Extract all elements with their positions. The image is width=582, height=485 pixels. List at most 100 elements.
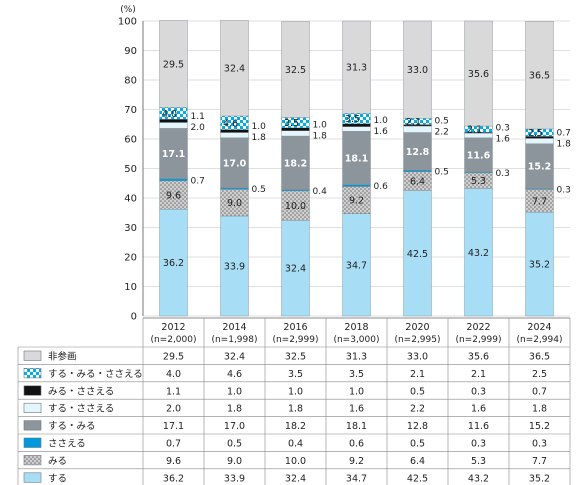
data-label: 0.5 [435, 116, 449, 126]
category-label: 2018 [344, 322, 368, 333]
data-label: 0.5 [435, 168, 449, 178]
data-label: 17.1 [162, 149, 185, 160]
table-cell: 0.3 [532, 439, 547, 450]
legend-swatch [23, 385, 42, 396]
table-cell: 31.3 [346, 352, 367, 363]
y-tick-label: 40 [124, 194, 137, 205]
legend-label: みる・ささえる [48, 386, 114, 397]
bar-segment [342, 20, 371, 114]
table-cell: 11.6 [468, 421, 489, 432]
data-label: 0.3 [496, 169, 510, 179]
sample-size-label: (n=2,994) [516, 335, 562, 345]
table-cell: 35.6 [468, 352, 489, 363]
bar-segment [525, 21, 554, 130]
table-cell: 7.7 [532, 456, 547, 467]
data-label: 9.2 [349, 196, 364, 207]
data-label: 1.6 [496, 135, 511, 145]
bar-segment [220, 20, 249, 117]
bar-segment [281, 130, 310, 137]
table-cell: 0.6 [349, 439, 364, 450]
legend-swatch [23, 455, 42, 466]
legend-swatch [23, 402, 42, 414]
legend-label: する・みる [48, 421, 96, 432]
bar-segment [342, 131, 371, 185]
bar-segment [403, 20, 432, 119]
category-label: 2020 [405, 322, 429, 333]
legend-label: ささえる [48, 439, 86, 450]
data-label: 5.3 [471, 176, 486, 187]
table-cell: 0.4 [288, 439, 303, 450]
y-tick-label: 50 [124, 164, 137, 175]
data-label: 0.3 [496, 124, 510, 134]
table-cell: 4.6 [227, 369, 242, 380]
legend-swatch [23, 368, 42, 379]
sample-size-label: (n=2,999) [272, 335, 318, 345]
bar-segment [281, 220, 310, 317]
table-cell: 9.6 [166, 456, 181, 467]
table-cell: 1.1 [166, 386, 181, 397]
table-cell: 2.1 [471, 369, 486, 380]
y-tick-label: 100 [118, 17, 137, 28]
bar-segment [220, 129, 249, 133]
legend-swatch [23, 420, 42, 431]
table-cell: 0.3 [471, 439, 486, 450]
data-label: 0.6 [374, 182, 389, 192]
table-cell: 33.0 [407, 352, 428, 363]
bar-segment [220, 215, 249, 317]
data-label: 9.0 [227, 198, 242, 209]
y-tick-label: 20 [124, 253, 137, 264]
table-cell: 1.8 [227, 404, 242, 415]
table-cell: 2.5 [532, 369, 547, 380]
y-tick-label: 10 [124, 282, 137, 293]
table-cell: 1.0 [288, 386, 303, 397]
y-tick-label: 70 [124, 105, 137, 116]
legend-swatch [23, 472, 42, 483]
table-cell: 6.4 [410, 456, 425, 467]
legend-label: みる [48, 456, 67, 467]
category-label: 2024 [527, 322, 551, 333]
data-label: 6.4 [410, 177, 425, 188]
data-table: 2012 (n=2,000) 2014 (n=1,998) 2016 (n=2,999) 2… [17, 317, 571, 485]
data-label: 18.2 [284, 158, 307, 169]
table-cell: 43.2 [468, 473, 489, 484]
data-label: 42.5 [407, 249, 428, 260]
legend-label: する・みる・ささえる [48, 369, 143, 380]
bar-segment [281, 190, 310, 221]
table-cell: 12.8 [407, 421, 428, 432]
bar-segment [159, 122, 188, 129]
data-label: 0.4 [313, 187, 328, 197]
y-unit-label: (%) [120, 5, 136, 15]
data-label: 32.4 [285, 264, 306, 275]
bar-segment [342, 126, 371, 132]
table-cell: 1.0 [349, 386, 364, 397]
legend-label: する・ささえる [48, 404, 114, 415]
y-tick-label: 0 [131, 312, 137, 323]
table-cell: 42.5 [407, 473, 428, 484]
sample-size-label: (n=2,999) [455, 335, 501, 345]
data-label: 0.7 [557, 128, 571, 138]
table-cell: 1.0 [227, 386, 242, 397]
y-tick-label: 30 [124, 223, 137, 234]
legend-swatch [23, 350, 42, 361]
table-cell: 3.5 [288, 369, 303, 380]
data-label: 0.5 [252, 185, 266, 195]
bar-segment [220, 137, 249, 189]
bars [159, 20, 554, 317]
table-cell: 34.7 [346, 473, 367, 484]
table-cell: 9.2 [349, 456, 364, 467]
bar-segment [159, 20, 188, 108]
bar-segment [342, 184, 371, 187]
table-cell: 9.0 [227, 456, 242, 467]
data-label: 32.5 [285, 65, 306, 76]
data-label: 36.2 [163, 258, 184, 269]
bar-segment [525, 143, 554, 189]
data-label: 0.7 [191, 176, 205, 186]
data-label: 2.2 [435, 127, 449, 137]
legend-label: する [48, 473, 67, 484]
table-cell: 0.5 [227, 439, 242, 450]
table-cell: 32.4 [224, 352, 245, 363]
bar-segment [220, 187, 249, 190]
table-cell: 0.7 [532, 386, 547, 397]
data-label: 3.5 [284, 118, 299, 129]
